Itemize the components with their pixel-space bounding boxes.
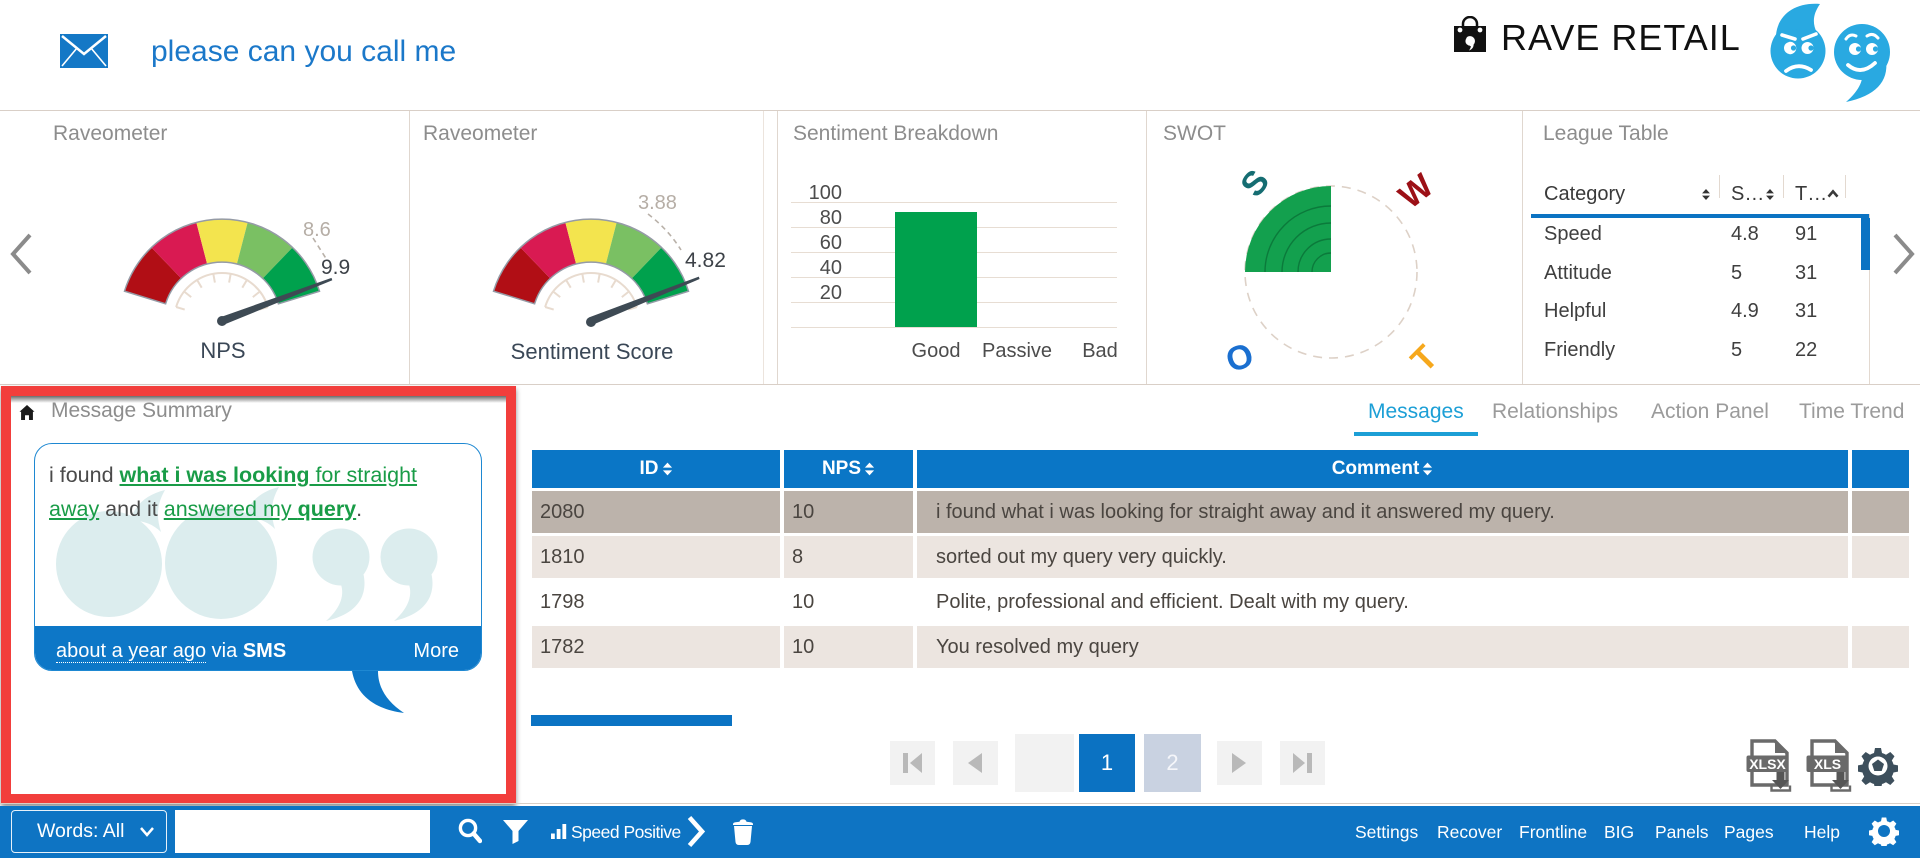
svg-text:4.82: 4.82 [685, 249, 726, 272]
svg-text:T: T [1404, 338, 1446, 380]
svg-text:3.88: 3.88 [638, 192, 677, 214]
svg-text:O: O [1221, 336, 1258, 380]
svg-text:Sentiment Score: Sentiment Score [511, 339, 674, 364]
svg-text:W: W [1392, 166, 1441, 216]
svg-text:S: S [1233, 163, 1277, 204]
svg-text:8.6: 8.6 [303, 219, 331, 241]
svg-text:9.9: 9.9 [321, 256, 350, 279]
svg-text:XLSX: XLSX [1749, 756, 1786, 772]
svg-text:XLS: XLS [1814, 756, 1841, 772]
svg-text:NPS: NPS [200, 338, 245, 363]
